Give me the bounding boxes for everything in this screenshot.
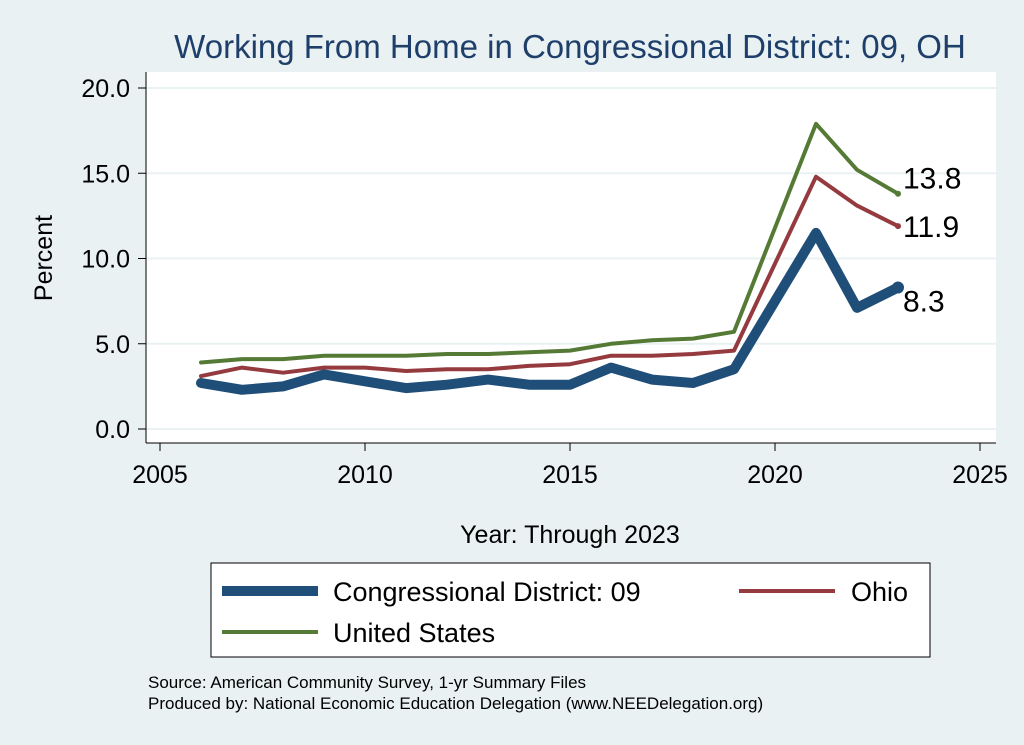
x-tick-label: 2010 [337,461,393,489]
legend-label: Ohio [851,577,908,607]
chart-title: Working From Home in Congressional Distr… [174,28,966,65]
x-tick-label: 2025 [952,461,1008,489]
legend-items: Congressional District: 09 Ohio United Sta… [222,577,908,648]
series-line-united-states [199,121,900,365]
end-labels: 8.3 11.9 13.8 [903,163,961,319]
y-tick-label: 10.0 [81,246,130,274]
x-tick-label: 2015 [542,461,598,489]
end-value-label: 8.3 [903,285,945,318]
source-line-1: Source: American Community Survey, 1-yr … [148,673,586,692]
gridlines [146,87,996,430]
y-tick-label: 15.0 [81,160,130,188]
source-line-2: Produced by: National Economic Education… [148,694,763,713]
legend-label: United States [333,618,495,648]
series-end-point [892,281,904,294]
series-end-point [895,223,901,230]
y-tick-label: 0.0 [95,416,130,444]
legend [210,562,931,658]
end-value-label: 11.9 [903,211,959,244]
y-tick-label: 20.0 [81,75,130,103]
x-axis-label: Year: Through 2023 [460,521,680,549]
series-line-ohio [199,174,900,379]
y-ticks: 0.0 5.0 10.0 15.0 20.0 [81,75,146,444]
legend-label: Congressional District: 09 [333,577,641,607]
x-tick-label: 2005 [132,461,188,489]
y-axis-label: Percent [30,215,58,301]
series-line-congressional-district-09 [196,227,903,395]
end-value-label: 13.8 [903,163,961,196]
series-end-point [895,190,901,197]
y-tick-label: 5.0 [95,331,130,359]
x-ticks: 2005 2010 2015 2020 2025 [132,443,1008,489]
series-layer [196,121,904,395]
x-tick-label: 2020 [747,461,803,489]
